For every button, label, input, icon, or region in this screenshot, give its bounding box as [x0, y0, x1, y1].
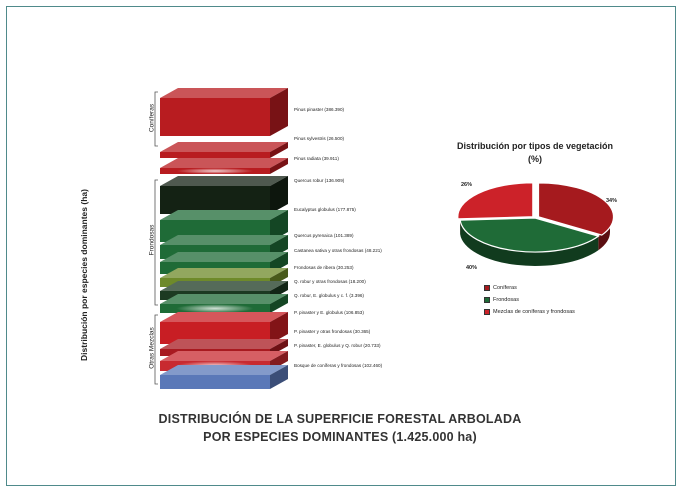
layer-label: Bosque de coníferas y frondosas (102.460…	[294, 363, 383, 368]
pie-chart	[457, 182, 615, 266]
layer-label: Pinus pinaster (386.390)	[294, 107, 345, 112]
layer-side	[270, 210, 288, 242]
legend-label: Coníferas	[493, 285, 517, 291]
legend-label: Frondosas	[493, 297, 519, 303]
layer-label: P. pinaster y otras frondosas (30.365)	[294, 329, 371, 334]
layer-label: Q. robur, E. globulus y c. f. (3.396)	[294, 293, 364, 298]
layer-slab	[160, 294, 288, 313]
layer-side	[270, 312, 288, 344]
layer-top	[160, 294, 288, 304]
layer-slab	[160, 365, 288, 389]
pie-label-40: 40%	[466, 265, 478, 271]
layers-group	[160, 88, 288, 389]
layer-top	[160, 281, 288, 291]
layer-top	[160, 351, 288, 361]
layer-top	[160, 176, 288, 186]
layer-top	[160, 252, 288, 262]
layer-top	[160, 365, 288, 375]
layer-top	[160, 142, 288, 152]
layer-top	[160, 158, 288, 168]
layer-side	[270, 365, 288, 389]
main-title-line-2: POR ESPECIES DOMINANTES (1.425.000 ha)	[203, 430, 477, 444]
layer-highlight	[176, 304, 254, 313]
legend-swatch	[484, 285, 490, 291]
pie-slice	[457, 182, 534, 220]
layer-top	[160, 312, 288, 322]
legend-swatch	[484, 297, 490, 303]
layer-slab	[160, 176, 288, 214]
pie-label-34: 34%	[606, 198, 618, 204]
y-axis-title: Distribución por especies dominantes (ha…	[79, 189, 89, 361]
layer-side	[270, 88, 288, 136]
layer-label: Castanea sativa y otras frondosas (48.22…	[294, 248, 382, 253]
layer-slab	[160, 142, 288, 158]
layer-label: Frondosas de ribera (30.253)	[294, 265, 354, 270]
layer-front	[160, 322, 270, 344]
pie-slice-side	[460, 220, 599, 266]
layer-top	[160, 88, 288, 98]
layer-label: P. pinaster, E. globulus y Q. robur (20.…	[294, 343, 381, 348]
legend-label: Mezclas de coníferas y frondosas	[493, 309, 575, 315]
layer-top	[160, 210, 288, 220]
main-title-line-1: DISTRIBUCIÓN DE LA SUPERFICIE FORESTAL A…	[158, 412, 522, 426]
layer-slab	[160, 158, 288, 174]
layer-label: Q. robur y otras frondosas (18.200)	[294, 279, 366, 284]
layer-front	[160, 98, 270, 136]
layer-side	[270, 158, 288, 174]
group-brackets	[154, 91, 158, 385]
layer-front	[160, 375, 270, 389]
group-bracket	[154, 179, 158, 306]
pie-title: Distribución por tipos de vegetación (%)	[456, 141, 614, 164]
group-label-mezclas: Otras Mezclas	[148, 327, 156, 369]
layer-label: Quercus pyrenaica (101.389)	[294, 233, 354, 238]
layer-top	[160, 339, 288, 349]
layer-label: Quercus robur (136.909)	[294, 178, 345, 183]
layer-label: Pinus radiata (39.911)	[294, 156, 339, 161]
pie-slice	[459, 217, 600, 253]
legend-item-coniferas: Coníferas	[484, 285, 517, 291]
layer-top	[160, 268, 288, 278]
group-bracket	[154, 91, 158, 147]
layer-label: Eucalyptus globulus (177.875)	[294, 207, 356, 212]
group-label-coniferas: Coníferas	[148, 103, 156, 133]
pie-slice	[537, 182, 615, 236]
layer-side	[270, 294, 288, 313]
layer-slab	[160, 88, 288, 136]
legend-swatch	[484, 309, 490, 315]
layer-slab	[160, 312, 288, 344]
main-title: DISTRIBUCIÓN DE LA SUPERFICIE FORESTAL A…	[80, 410, 600, 446]
legend-item-mezclas: Mezclas de coníferas y frondosas	[484, 309, 575, 315]
layer-label: P. pinaster y E. globulus (106.853)	[294, 310, 364, 315]
legend-item-frondosas: Frondosas	[484, 297, 519, 303]
layer-top	[160, 235, 288, 245]
pie-label-26: 26%	[461, 182, 473, 188]
layer-front	[160, 186, 270, 214]
pie-slice-side	[598, 218, 610, 251]
layer-side	[270, 142, 288, 158]
group-label-frondosas: Frondosas	[148, 224, 156, 256]
layer-highlight	[176, 168, 254, 174]
layer-side	[270, 176, 288, 214]
group-bracket	[154, 314, 158, 385]
layer-front	[160, 152, 270, 158]
layer-label: Pinus sylvestris (26.500)	[294, 136, 345, 141]
